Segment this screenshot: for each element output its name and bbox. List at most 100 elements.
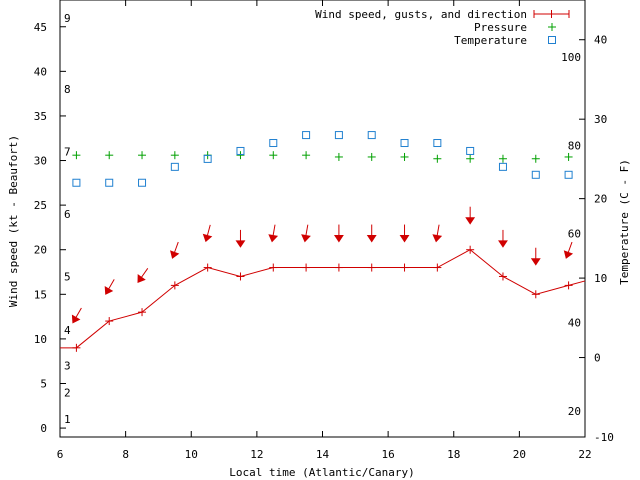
y2-axis: -10 0 10 20 30 40 <box>579 34 614 444</box>
legend-label-temperature: Temperature <box>454 34 527 47</box>
wind-direction-arrow-head <box>235 240 246 248</box>
wind-speed-point <box>367 263 376 272</box>
wind-direction-arrow-head <box>268 234 279 243</box>
pressure-point <box>269 151 278 160</box>
wind-direction-arrow <box>465 206 476 225</box>
y-tick-label: 25 <box>34 199 47 212</box>
plot-frame <box>59 0 586 438</box>
pressure-point <box>236 151 245 160</box>
wind-speed-line <box>60 249 586 349</box>
wind-direction-arrow-shaft <box>305 224 309 237</box>
x-tick-label: 14 <box>316 448 330 461</box>
fahrenheit-label: 40 <box>568 317 581 330</box>
wind-speed-point <box>269 263 278 272</box>
wind-direction-arrow-shaft <box>436 224 440 237</box>
wind-direction-arrow <box>301 224 311 243</box>
wind-speed-point <box>138 308 147 317</box>
wind-direction-arrow-shaft <box>74 307 82 319</box>
pressure-point <box>367 152 376 161</box>
temperature-point <box>564 170 573 179</box>
wind-speed-point <box>433 263 442 272</box>
wind-direction-arrow-head <box>301 234 311 243</box>
beaufort-label: 1 <box>64 413 71 426</box>
pressure-point <box>170 151 179 160</box>
y2-tick-label: 20 <box>594 193 607 206</box>
pressure-point <box>400 152 409 161</box>
y-tick-label: 15 <box>34 288 47 301</box>
wind-direction-arrow-head <box>498 240 508 248</box>
wind-direction-arrow <box>170 241 180 259</box>
wind-speed-point <box>466 245 475 254</box>
temperature-point <box>170 162 179 171</box>
wind-direction-arrow <box>137 267 149 283</box>
series-layer <box>60 131 586 352</box>
temperature-point <box>466 146 475 155</box>
legend-key-wind <box>533 10 570 18</box>
fahrenheit-label: 80 <box>568 139 581 152</box>
x-tick-label: 8 <box>122 448 129 461</box>
wind-direction-arrow-head <box>71 314 81 324</box>
y2-tick-label: -10 <box>594 431 614 444</box>
wind-direction-arrow-head <box>104 286 114 295</box>
y-axis-title: Wind speed (kt - Beaufort) <box>7 135 20 307</box>
wind-direction-arrow-head <box>399 235 410 243</box>
beaufort-label: 7 <box>64 146 71 159</box>
temperature-point <box>433 139 442 148</box>
wind-direction-arrow <box>71 307 82 324</box>
fahrenheit-label: 60 <box>568 228 581 241</box>
wind-direction-arrow-head <box>432 234 443 243</box>
fahrenheit-label: 20 <box>568 405 581 418</box>
wind-direction-arrow <box>333 224 344 243</box>
wind-direction-arrow-shaft <box>140 267 149 279</box>
wind-direction-arrow-head <box>137 274 146 283</box>
pressure-point <box>105 151 114 160</box>
wind-direction-arrow-shaft <box>567 241 573 254</box>
beaufort-label: 2 <box>64 386 71 399</box>
fahrenheit-labels: 20 40 60 80 100 <box>561 51 581 418</box>
y2-tick-label: 30 <box>594 113 607 126</box>
wind-speed-point <box>170 281 179 290</box>
x-tick-label: 6 <box>57 448 64 461</box>
beaufort-label: 5 <box>64 270 71 283</box>
pressure-point <box>531 154 540 163</box>
temperature-point <box>105 178 114 187</box>
wind-direction-arrow <box>530 247 541 266</box>
wind-direction-arrow-shaft <box>173 241 179 254</box>
temperature-point <box>531 170 540 179</box>
wind-speed-point <box>334 263 343 272</box>
wind-direction-arrow-head <box>563 250 574 259</box>
beaufort-label: 6 <box>64 208 71 221</box>
y-tick-label: 20 <box>34 244 47 257</box>
legend: Wind speed, gusts, and direction Pressur… <box>315 8 570 47</box>
fahrenheit-label: 100 <box>561 51 581 64</box>
x-tick-label: 16 <box>382 448 395 461</box>
wind-direction-arrow <box>235 229 246 248</box>
temperature-point <box>236 146 245 155</box>
wind-direction-arrow-head <box>333 235 344 243</box>
x-tick-label: 22 <box>578 448 591 461</box>
wind-direction-arrow <box>399 224 410 243</box>
x-tick-label: 20 <box>513 448 526 461</box>
pressure-point <box>498 154 507 163</box>
y2-tick-label: 40 <box>594 34 607 47</box>
wind-direction-arrow <box>366 224 377 243</box>
temperature-point <box>138 178 147 187</box>
y2-axis-title: Temperature (C - F) <box>618 159 631 285</box>
y2-tick-label: 0 <box>594 352 601 365</box>
y-axis: 0 5 10 15 20 25 30 35 40 45 <box>34 21 66 435</box>
wind-direction-arrow <box>498 229 508 248</box>
y-tick-label: 35 <box>34 110 47 123</box>
beaufort-label: 9 <box>64 12 71 25</box>
x-tick-label: 12 <box>250 448 263 461</box>
legend-label-wind: Wind speed, gusts, and direction <box>315 8 527 21</box>
beaufort-label: 4 <box>64 324 71 337</box>
wind-speed-point <box>302 263 311 272</box>
pressure-point <box>433 154 442 163</box>
pressure-point <box>138 151 147 160</box>
wind-direction-arrow-head <box>366 235 377 243</box>
temperature-point <box>269 139 278 148</box>
x-tick-label: 10 <box>185 448 198 461</box>
wind-direction-arrow <box>432 224 443 243</box>
pressure-point <box>564 152 573 161</box>
beaufort-label: 8 <box>64 83 71 96</box>
